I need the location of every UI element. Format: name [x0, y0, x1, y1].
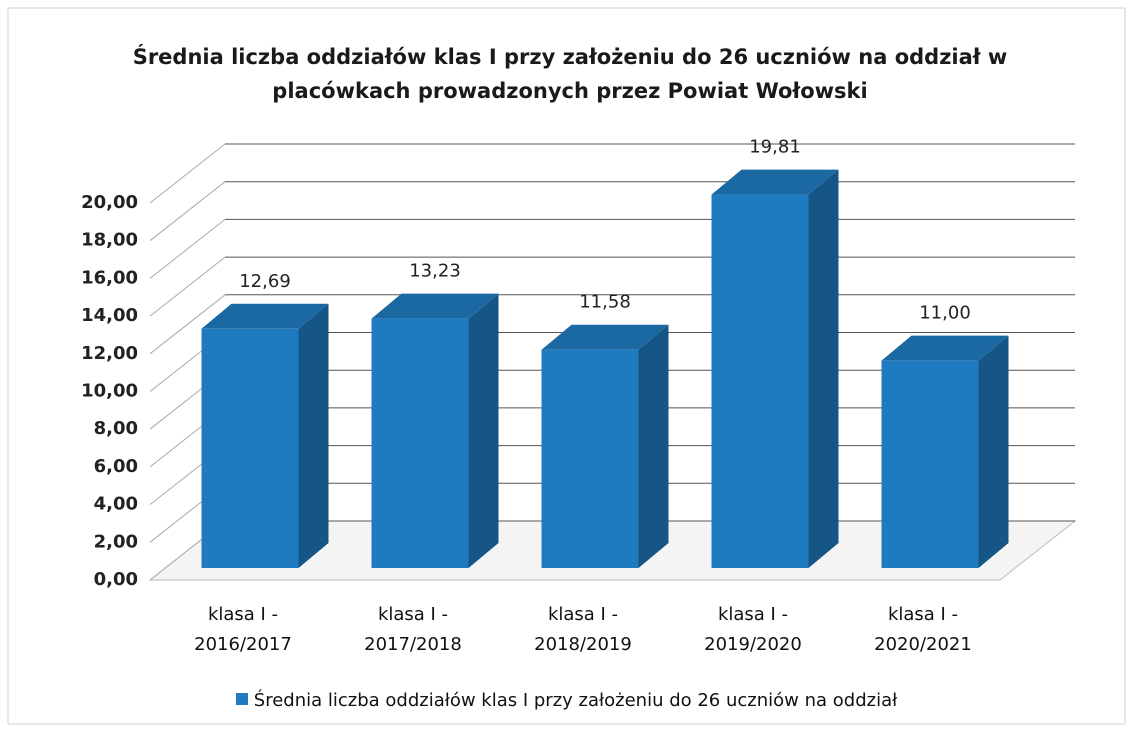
grid-line: [149, 181, 226, 242]
value-label: 13,23: [409, 261, 461, 282]
y-tick-label: 16,00: [81, 267, 138, 288]
y-tick-label: 8,00: [94, 418, 138, 439]
y-tick-label: 14,00: [81, 305, 138, 326]
bar: [201, 328, 299, 568]
legend-swatch: [235, 693, 248, 705]
y-tick-label: 6,00: [94, 456, 138, 477]
bar-side: [978, 335, 1009, 568]
frame: [7, 7, 1126, 725]
y-tick-label: 12,00: [81, 343, 138, 364]
bar: [711, 194, 809, 569]
bar-top: [541, 324, 669, 350]
x-tick-label: klasa I - 2020/2021: [874, 604, 972, 655]
grid-line: [149, 143, 226, 204]
bar-top: [711, 169, 839, 195]
x-tick-label: klasa I - 2019/2020: [704, 604, 802, 655]
value-label: 12,69: [239, 271, 291, 292]
x-tick-label: klasa I - 2018/2019: [534, 604, 632, 655]
x-tick-label: klasa I - 2017/2018: [364, 604, 462, 655]
value-label: 11,00: [919, 303, 971, 324]
y-tick-label: 10,00: [81, 381, 138, 402]
value-label: 11,58: [579, 292, 631, 313]
bar-top: [371, 293, 499, 319]
bar-side: [638, 324, 669, 568]
y-tick-label: 18,00: [81, 230, 138, 251]
bar: [541, 349, 639, 568]
bar: [371, 318, 469, 568]
value-label: 19,81: [749, 137, 801, 158]
bar: [881, 360, 979, 568]
bar-side: [808, 169, 839, 569]
bar-side: [468, 293, 499, 568]
bar-top: [201, 303, 329, 329]
grid-line: [149, 256, 226, 317]
grid-line: [149, 219, 226, 279]
legend-label: Średnia liczba oddziałów klas I przy zał…: [253, 690, 898, 711]
y-tick-label: 4,00: [94, 494, 138, 515]
legend: Średnia liczba oddziałów klas I przy zał…: [0, 690, 1133, 711]
bar-top: [881, 335, 1009, 361]
chart-title: Średnia liczba oddziałów klas I przy zał…: [132, 45, 1008, 103]
x-tick-label: klasa I - 2016/2017: [194, 604, 292, 655]
bar-side: [298, 303, 329, 568]
y-tick-label: 20,00: [81, 192, 138, 213]
y-tick-label: 0,00: [94, 569, 138, 590]
grid-line: [149, 294, 226, 355]
y-tick-label: 2,00: [94, 531, 138, 552]
